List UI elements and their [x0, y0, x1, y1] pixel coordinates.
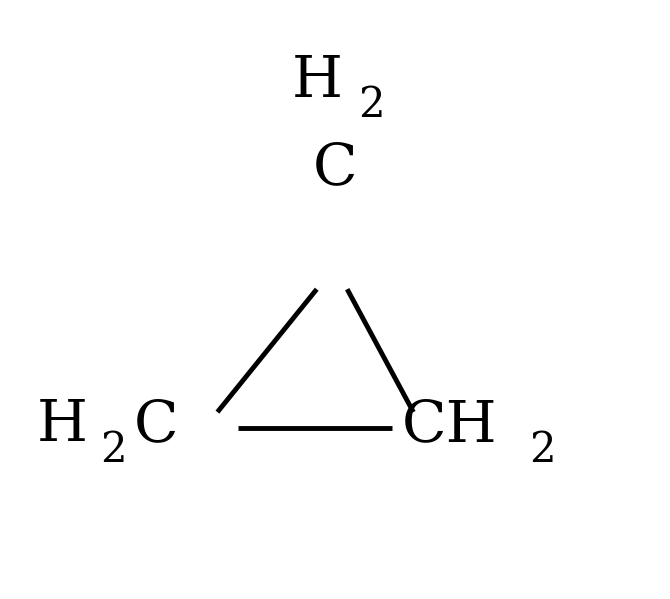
Text: 2: 2 — [358, 84, 385, 126]
Text: 2: 2 — [100, 429, 127, 471]
Text: C: C — [313, 140, 357, 196]
Text: 2: 2 — [529, 429, 556, 471]
Text: H: H — [37, 397, 88, 453]
Text: H: H — [291, 53, 342, 109]
Text: CH: CH — [402, 397, 498, 453]
Text: C: C — [134, 397, 179, 453]
